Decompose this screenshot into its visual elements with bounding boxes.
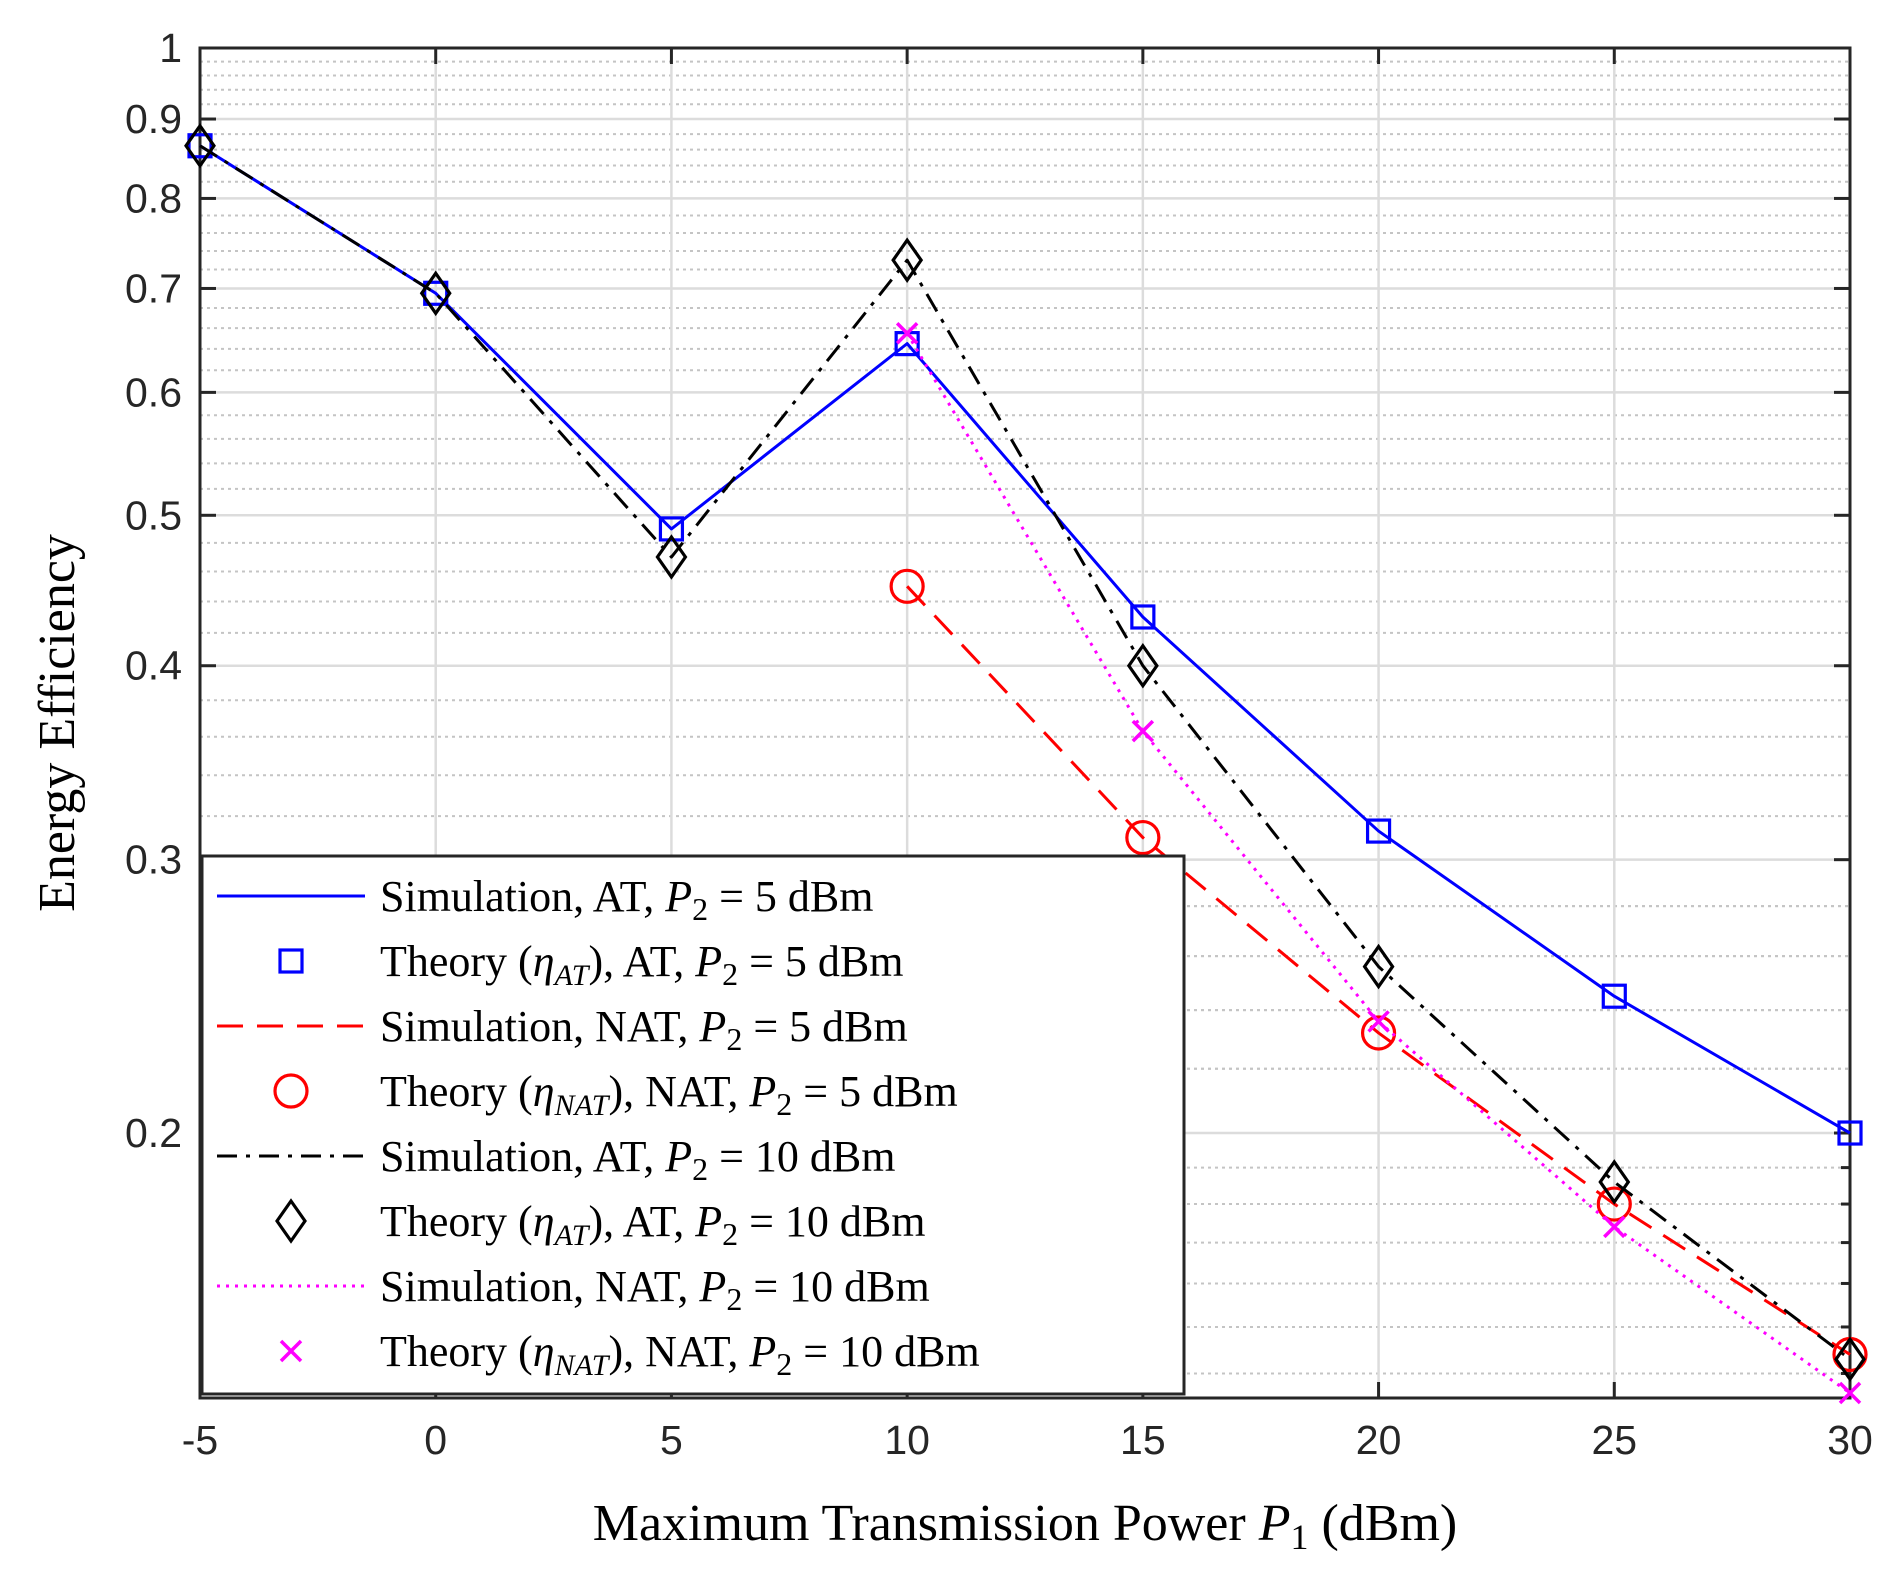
x-tick-label: 5: [660, 1417, 683, 1463]
data-point-marker: [889, 568, 925, 604]
legend-label: Simulation, NAT, P2 = 5 dBm: [380, 1002, 908, 1057]
series-line: [199, 144, 1851, 1135]
data-point-marker: [1131, 719, 1155, 743]
series-5: [184, 122, 1866, 1382]
series-0: [199, 144, 1851, 1135]
x-tick-label: 25: [1591, 1417, 1637, 1463]
legend-label: Theory (ηNAT), NAT, P2 = 10 dBm: [380, 1327, 980, 1382]
legend-label: Simulation, NAT, P2 = 10 dBm: [380, 1262, 930, 1317]
x-axis-title: Maximum Transmission Power P1 (dBm): [593, 1495, 1458, 1557]
data-point-marker: [279, 1339, 303, 1363]
data-point-marker: [278, 948, 304, 974]
data-point-marker: [184, 122, 216, 169]
series-4: [199, 144, 1851, 1361]
data-point-marker: [1130, 604, 1156, 630]
data-point-marker: [275, 1198, 307, 1244]
data-point-marker: [1367, 1010, 1390, 1033]
data-point-marker: [1125, 819, 1161, 856]
y-tick-label: 1: [159, 25, 182, 71]
data-point-marker: [1360, 1015, 1397, 1051]
data-point-marker: [1834, 1336, 1866, 1382]
legend-label: Simulation, AT, P2 = 5 dBm: [380, 872, 874, 927]
x-tick-label: 10: [884, 1417, 930, 1463]
legend-item: Theory (ηAT), AT, P2 = 5 dBm: [278, 937, 903, 992]
series-line: [906, 585, 1851, 1356]
axes: -5 0 5 10 15 20 25 30 0.2 0.3 0.4 0.5 0.6 0.7 0.8 0.9 1 M…: [29, 25, 1873, 1557]
plot-series: [184, 122, 1868, 1405]
legend-label: Theory (ηAT), AT, P2 = 5 dBm: [380, 937, 903, 992]
legend-item: Simulation, AT, P2 = 5 dBm: [217, 872, 874, 927]
plot-frame: [198, 46, 1852, 1400]
legend-item: Simulation, NAT, P2 = 5 dBm: [217, 1002, 908, 1057]
x-tick-label: 20: [1356, 1417, 1402, 1463]
data-point-marker: [1838, 1381, 1862, 1405]
series-2: [906, 585, 1851, 1356]
data-point-marker: [895, 322, 919, 345]
legend-label: Theory (ηNAT), NAT, P2 = 5 dBm: [380, 1067, 958, 1122]
series-line: [905, 332, 1851, 1395]
x-tick-label: 30: [1827, 1417, 1873, 1463]
data-point-marker: [1126, 642, 1159, 689]
data-point-marker: [1596, 1186, 1632, 1222]
legend-item: Theory (ηNAT), NAT, P2 = 10 dBm: [279, 1327, 980, 1382]
data-point-marker: [1598, 1159, 1631, 1205]
y-tick-label: 0.2: [125, 1110, 182, 1156]
legend-item: Simulation, NAT, P2 = 10 dBm: [217, 1262, 930, 1317]
x-tick-label: 15: [1120, 1417, 1166, 1463]
y-tick-label: 0.6: [125, 369, 182, 415]
data-point-marker: [187, 133, 213, 159]
data-point-marker: [655, 534, 688, 580]
data-point-marker: [1362, 943, 1395, 990]
y-tick-label: 0.9: [125, 96, 182, 142]
y-tick-label: 0.8: [125, 175, 182, 221]
series-6: [905, 332, 1851, 1395]
data-point-marker: [423, 280, 449, 306]
x-tick-label: 0: [424, 1417, 447, 1463]
y-axis-title: Energy Efficiency: [29, 534, 86, 912]
series-1: [187, 133, 1863, 1146]
data-point-marker: [1601, 983, 1627, 1009]
series-7: [895, 322, 1862, 1405]
series-line: [199, 144, 1851, 1361]
legend-item: Theory (ηAT), AT, P2 = 10 dBm: [275, 1197, 925, 1252]
data-point-marker: [1837, 1120, 1863, 1146]
legend-label: Simulation, AT, P2 = 10 dBm: [380, 1132, 896, 1187]
legend-box: [200, 854, 1186, 1396]
data-point-marker: [1365, 818, 1392, 844]
data-point-marker: [1603, 1215, 1626, 1239]
data-point-marker: [891, 237, 924, 283]
y-tick-label: 0.3: [125, 837, 182, 883]
y-tick-label: 0.7: [125, 265, 182, 311]
legend-item: Simulation, AT, P2 = 10 dBm: [217, 1132, 896, 1187]
data-point-marker: [658, 516, 685, 542]
data-point-marker: [273, 1073, 309, 1109]
legend-item: Theory (ηNAT), NAT, P2 = 5 dBm: [273, 1067, 958, 1122]
y-tick-label: 0.5: [125, 492, 182, 538]
legend: Simulation, AT, P2 = 5 dBm Theory (ηAT), …: [200, 854, 1186, 1396]
x-tick-label: -5: [182, 1417, 218, 1463]
legend-label: Theory (ηAT), AT, P2 = 10 dBm: [380, 1197, 925, 1252]
y-tick-label: 0.4: [125, 643, 182, 689]
data-point-marker: [419, 270, 452, 317]
